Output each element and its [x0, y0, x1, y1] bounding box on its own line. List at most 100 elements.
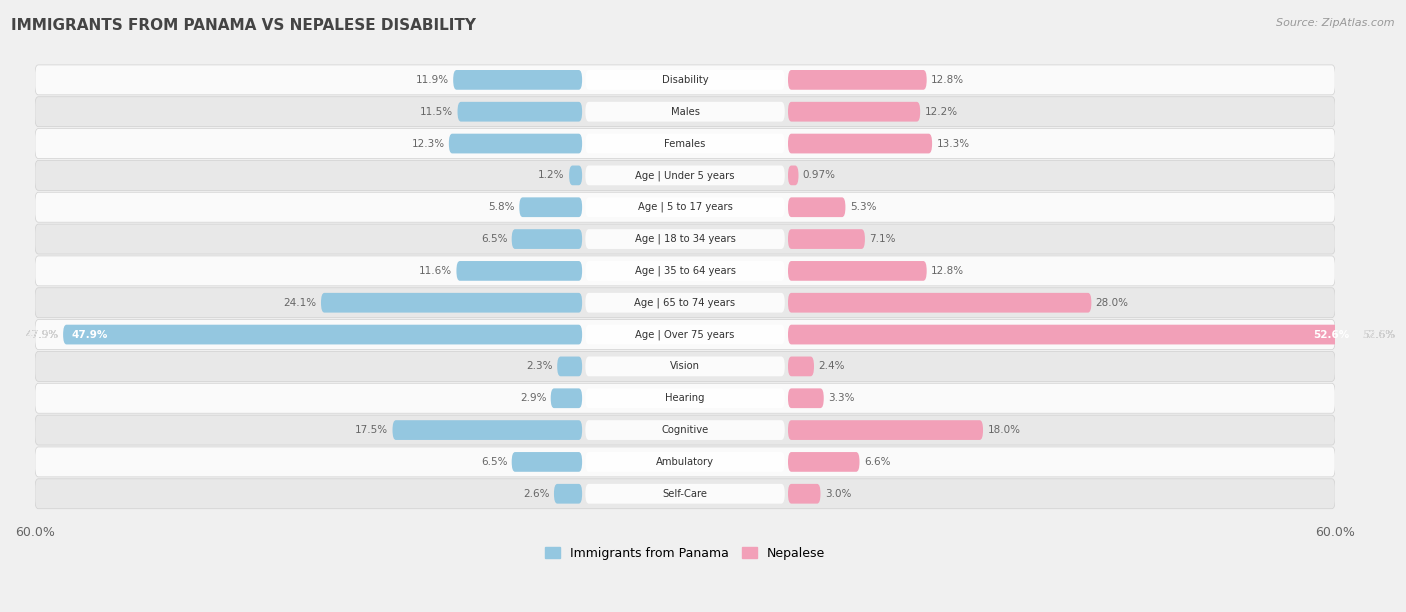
Text: 1.2%: 1.2%	[538, 170, 565, 181]
FancyBboxPatch shape	[35, 319, 1336, 349]
Text: Hearing: Hearing	[665, 394, 704, 403]
FancyBboxPatch shape	[392, 420, 582, 440]
FancyBboxPatch shape	[787, 165, 799, 185]
Text: Males: Males	[671, 106, 700, 117]
Text: Age | 65 to 74 years: Age | 65 to 74 years	[634, 297, 735, 308]
FancyBboxPatch shape	[35, 192, 1336, 222]
Text: Age | Under 5 years: Age | Under 5 years	[636, 170, 735, 181]
FancyBboxPatch shape	[321, 293, 582, 313]
FancyBboxPatch shape	[585, 261, 785, 281]
FancyBboxPatch shape	[512, 452, 582, 472]
Legend: Immigrants from Panama, Nepalese: Immigrants from Panama, Nepalese	[540, 542, 830, 565]
FancyBboxPatch shape	[787, 293, 1091, 313]
FancyBboxPatch shape	[585, 389, 785, 408]
FancyBboxPatch shape	[585, 102, 785, 122]
Text: 2.6%: 2.6%	[523, 489, 550, 499]
FancyBboxPatch shape	[787, 70, 927, 90]
FancyBboxPatch shape	[569, 165, 582, 185]
Text: 5.8%: 5.8%	[488, 202, 515, 212]
FancyBboxPatch shape	[585, 70, 785, 90]
FancyBboxPatch shape	[35, 224, 1336, 254]
FancyBboxPatch shape	[512, 229, 582, 249]
Text: 13.3%: 13.3%	[936, 138, 970, 149]
Text: Cognitive: Cognitive	[661, 425, 709, 435]
FancyBboxPatch shape	[787, 452, 859, 472]
Text: 17.5%: 17.5%	[356, 425, 388, 435]
Text: 52.6%: 52.6%	[1313, 330, 1350, 340]
FancyBboxPatch shape	[787, 420, 983, 440]
FancyBboxPatch shape	[551, 389, 582, 408]
FancyBboxPatch shape	[453, 70, 582, 90]
Text: 7.1%: 7.1%	[869, 234, 896, 244]
FancyBboxPatch shape	[585, 197, 785, 217]
FancyBboxPatch shape	[787, 229, 865, 249]
Text: 52.6%: 52.6%	[1362, 330, 1395, 340]
Text: 2.4%: 2.4%	[818, 362, 845, 371]
FancyBboxPatch shape	[787, 261, 927, 281]
FancyBboxPatch shape	[35, 160, 1336, 190]
Text: 12.2%: 12.2%	[925, 106, 957, 117]
FancyBboxPatch shape	[585, 484, 785, 504]
FancyBboxPatch shape	[585, 420, 785, 440]
FancyBboxPatch shape	[35, 65, 1336, 95]
FancyBboxPatch shape	[585, 133, 785, 154]
Text: 24.1%: 24.1%	[284, 297, 316, 308]
Text: 52.6%: 52.6%	[1362, 330, 1395, 340]
FancyBboxPatch shape	[585, 325, 785, 345]
Text: IMMIGRANTS FROM PANAMA VS NEPALESE DISABILITY: IMMIGRANTS FROM PANAMA VS NEPALESE DISAB…	[11, 18, 477, 34]
Text: Source: ZipAtlas.com: Source: ZipAtlas.com	[1277, 18, 1395, 28]
Text: 28.0%: 28.0%	[1095, 297, 1129, 308]
FancyBboxPatch shape	[787, 484, 821, 504]
FancyBboxPatch shape	[35, 351, 1336, 381]
Text: Age | 18 to 34 years: Age | 18 to 34 years	[634, 234, 735, 244]
Text: 11.6%: 11.6%	[419, 266, 453, 276]
Text: 18.0%: 18.0%	[987, 425, 1021, 435]
FancyBboxPatch shape	[787, 133, 932, 154]
Text: Vision: Vision	[671, 362, 700, 371]
FancyBboxPatch shape	[585, 165, 785, 185]
Text: Age | Over 75 years: Age | Over 75 years	[636, 329, 735, 340]
Text: 3.3%: 3.3%	[828, 394, 855, 403]
FancyBboxPatch shape	[35, 415, 1336, 445]
Text: 12.8%: 12.8%	[931, 266, 965, 276]
FancyBboxPatch shape	[787, 102, 920, 122]
FancyBboxPatch shape	[787, 357, 814, 376]
FancyBboxPatch shape	[35, 447, 1336, 477]
Text: Females: Females	[665, 138, 706, 149]
Text: Age | 35 to 64 years: Age | 35 to 64 years	[634, 266, 735, 276]
FancyBboxPatch shape	[787, 325, 1358, 345]
FancyBboxPatch shape	[787, 389, 824, 408]
Text: 2.3%: 2.3%	[526, 362, 553, 371]
FancyBboxPatch shape	[457, 102, 582, 122]
FancyBboxPatch shape	[35, 129, 1336, 159]
Text: 6.5%: 6.5%	[481, 234, 508, 244]
FancyBboxPatch shape	[585, 357, 785, 376]
Text: 6.5%: 6.5%	[481, 457, 508, 467]
FancyBboxPatch shape	[585, 293, 785, 313]
Text: 11.5%: 11.5%	[420, 106, 453, 117]
Text: Disability: Disability	[662, 75, 709, 85]
Text: 12.3%: 12.3%	[412, 138, 444, 149]
FancyBboxPatch shape	[787, 197, 845, 217]
FancyBboxPatch shape	[35, 256, 1336, 286]
FancyBboxPatch shape	[554, 484, 582, 504]
Text: Age | 5 to 17 years: Age | 5 to 17 years	[637, 202, 733, 212]
FancyBboxPatch shape	[35, 383, 1336, 413]
FancyBboxPatch shape	[35, 479, 1336, 509]
Text: 0.97%: 0.97%	[803, 170, 835, 181]
Text: 47.9%: 47.9%	[72, 330, 108, 340]
FancyBboxPatch shape	[585, 229, 785, 249]
Text: 2.9%: 2.9%	[520, 394, 547, 403]
FancyBboxPatch shape	[35, 288, 1336, 318]
FancyBboxPatch shape	[449, 133, 582, 154]
FancyBboxPatch shape	[519, 197, 582, 217]
Text: 11.9%: 11.9%	[416, 75, 449, 85]
Text: 5.3%: 5.3%	[849, 202, 876, 212]
FancyBboxPatch shape	[557, 357, 582, 376]
Text: 3.0%: 3.0%	[825, 489, 851, 499]
Text: 47.9%: 47.9%	[25, 330, 59, 340]
FancyBboxPatch shape	[63, 325, 582, 345]
FancyBboxPatch shape	[35, 97, 1336, 127]
Text: 6.6%: 6.6%	[863, 457, 890, 467]
Text: Self-Care: Self-Care	[662, 489, 707, 499]
